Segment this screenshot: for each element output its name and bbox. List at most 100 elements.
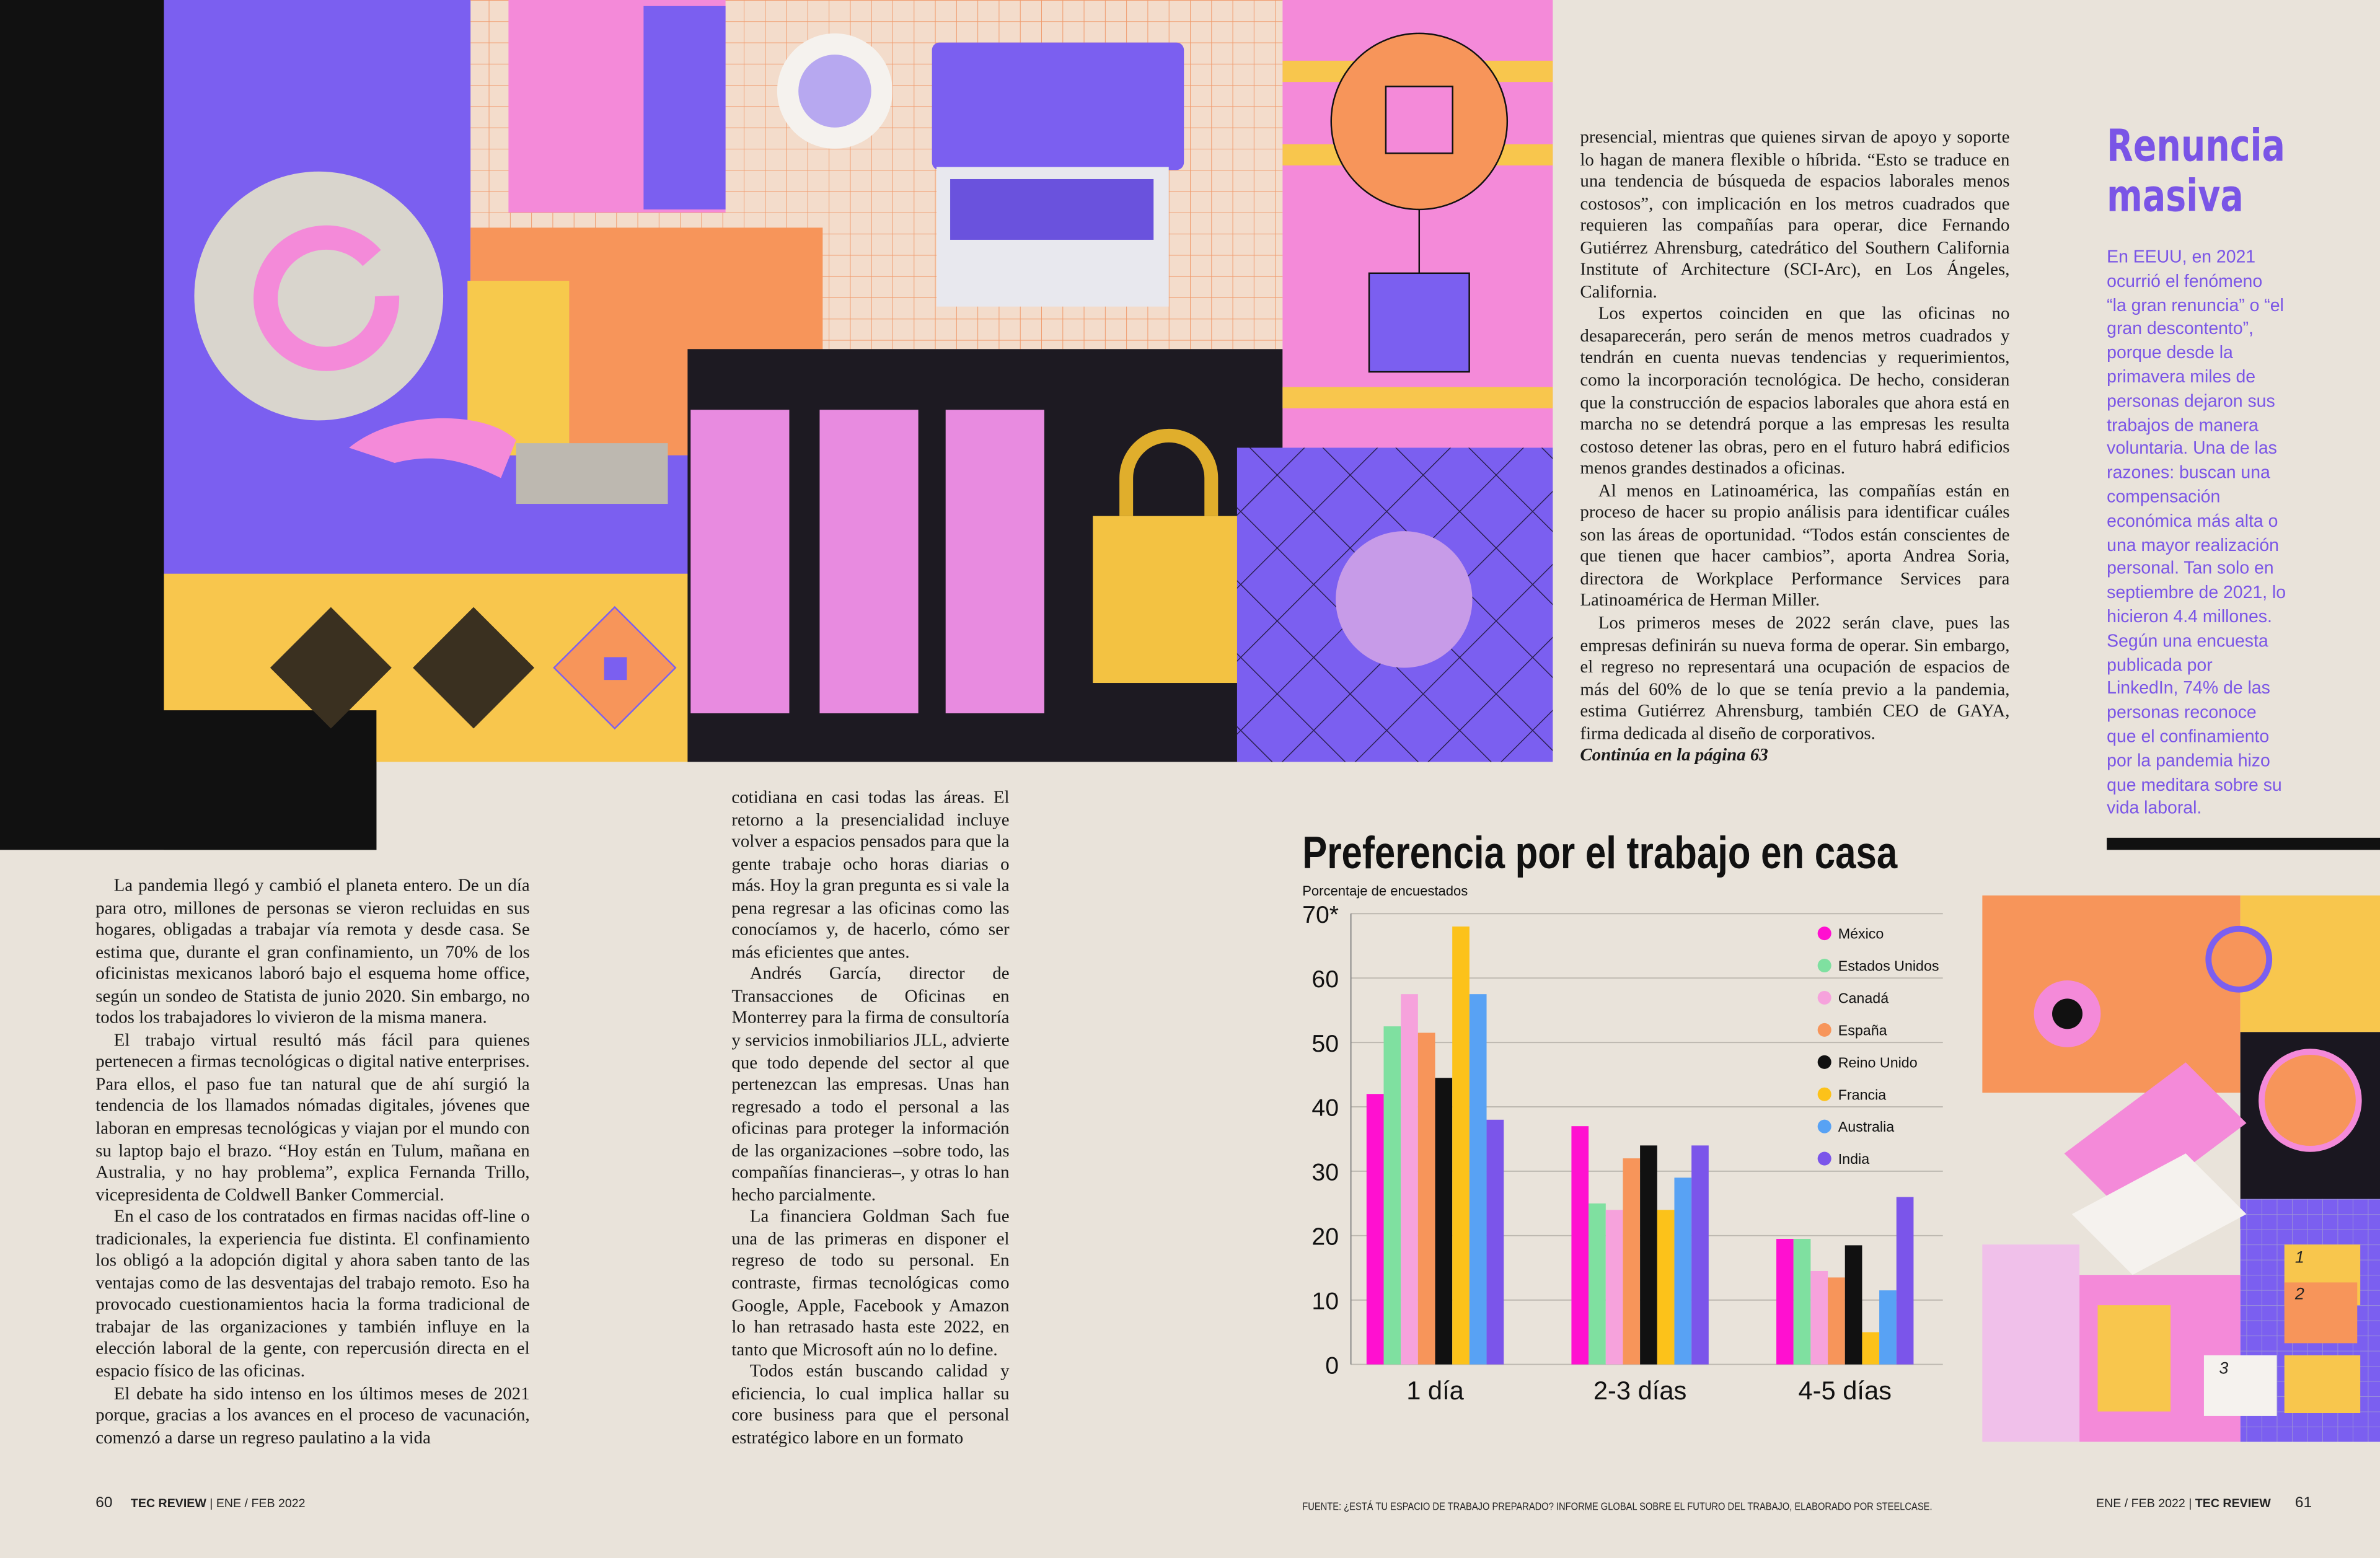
illustration-shape: [349, 418, 516, 478]
illustration-shape: [2203, 1355, 2277, 1416]
illustration-shape: [690, 410, 790, 714]
legend-label: Canadá: [1838, 990, 1889, 1006]
legend-marker: [1817, 1055, 1831, 1069]
bar: [1896, 1197, 1914, 1365]
footer-right: ENE / FEB 2022 | TEC REVIEW 61: [2096, 1495, 2312, 1512]
illustration-shape: [2052, 998, 2083, 1029]
y-tick-label: 30: [1311, 1160, 1339, 1186]
bar: [1435, 1078, 1453, 1365]
source-note: FUENTE: ¿ESTÁ TU ESPACIO DE TRABAJO PREP…: [1302, 1500, 1932, 1513]
bar: [1605, 1210, 1623, 1365]
illustration-label: 1: [2295, 1248, 2304, 1267]
illustration-shape: [2071, 1153, 2247, 1275]
legend-marker: [1817, 1119, 1831, 1133]
legend-label: India: [1838, 1151, 1869, 1167]
chart-title: Preferencia por el trabajo en casa: [1302, 827, 1898, 878]
illustration-shape: [1336, 531, 1473, 668]
illustration-shape: [1282, 387, 1553, 408]
illustration-shape: [1982, 1244, 2080, 1442]
illustration-shape: [2284, 1282, 2358, 1344]
legend-marker: [1817, 990, 1831, 1005]
bar: [1776, 1239, 1794, 1365]
brand: TEC REVIEW: [130, 1496, 206, 1510]
illustration-shape: [270, 607, 392, 729]
illustration-shape: [819, 410, 919, 714]
illustration-shape: [164, 710, 377, 850]
y-tick-label: 40: [1311, 1095, 1339, 1122]
illustration-shape: [798, 55, 871, 128]
bar: [1862, 1332, 1880, 1365]
page-number: 61: [2294, 1495, 2312, 1512]
paragraph: Andrés García, director de Transacciones…: [731, 962, 1010, 1205]
bar: [1452, 926, 1470, 1365]
illustration-shape: [2259, 1049, 2362, 1152]
x-tick-label: 4-5 días: [1799, 1376, 1892, 1405]
legend-marker: [1817, 1023, 1831, 1037]
brand: TEC REVIEW: [2195, 1496, 2271, 1510]
illustration-shape: [643, 6, 726, 209]
illustration-label: 2: [2294, 1284, 2304, 1303]
bar: [1469, 994, 1487, 1365]
illustration-shape: [604, 657, 627, 680]
bar: [1674, 1177, 1692, 1365]
paragraph: Los expertos coinciden en que las oficin…: [1580, 302, 2010, 478]
legend-marker: [1817, 1151, 1831, 1166]
paragraph: El debate ha sido intenso en los últimos…: [95, 1381, 530, 1448]
text-column: cotidiana en casi todas las áreas. El re…: [731, 786, 1009, 1449]
paragraph: En el caso de los contratados en firmas …: [95, 1205, 530, 1381]
illustration-shape: [1119, 428, 1219, 516]
illustration-shape: [950, 178, 1154, 240]
y-axis-label: Porcentaje de encuestados: [1302, 883, 1468, 899]
legend-label: Francia: [1838, 1086, 1887, 1102]
legend-label: México: [1838, 926, 1884, 942]
paragraph: El trabajo virtual resultó más fácil par…: [95, 1028, 530, 1205]
illustration-shape: [945, 410, 1044, 714]
issue-date: ENE / FEB 2022: [216, 1496, 306, 1510]
sidebar-title: Renuncia masiva: [2107, 120, 2285, 222]
legend-marker: [1817, 959, 1831, 973]
sidebar-rule: [2107, 837, 2380, 850]
illustration-shape: [1368, 272, 1470, 373]
bar: [1366, 1094, 1384, 1365]
illustration-shape: [1385, 86, 1453, 154]
footer-left: 60 TEC REVIEW | ENE / FEB 2022: [95, 1495, 306, 1512]
text-column: La pandemia llegó y cambió el planeta en…: [95, 874, 529, 1448]
sidebar-body: En EEUU, en 2021 ocurrió el fenómeno “la…: [2107, 247, 2286, 819]
paragraph: La pandemia llegó y cambió el planeta en…: [95, 874, 530, 1028]
illustration-shape: [516, 443, 668, 504]
bar: [1589, 1203, 1606, 1365]
illustration-shape: [1093, 516, 1245, 684]
illustration-shape: [2097, 1305, 2171, 1412]
illustration-shape: [2064, 1062, 2247, 1215]
illustration-shape: [2205, 925, 2273, 993]
text-column: presencial, mientras que quienes sirvan …: [1580, 126, 2009, 766]
sidebar-title-box: Renuncia masiva: [2107, 121, 2350, 222]
paragraph: presencial, mientras que quienes sirvan …: [1580, 126, 2010, 302]
y-tick-label: 0: [1325, 1352, 1339, 1379]
paragraph: Todos están buscando calidad y eficienci…: [731, 1360, 1010, 1448]
bar: [1623, 1158, 1641, 1365]
bar: [1417, 1032, 1435, 1365]
y-tick-label: 50: [1311, 1031, 1339, 1057]
paragraph: cotidiana en casi todas las áreas. El re…: [731, 786, 1010, 962]
legend-marker: [1817, 926, 1831, 941]
page-number: 60: [95, 1495, 113, 1512]
bar: [1691, 1145, 1709, 1365]
x-tick-label: 1 día: [1406, 1376, 1464, 1405]
y-tick-label: 60: [1311, 966, 1339, 993]
continued-note: Continúa en la página 63: [1580, 744, 1768, 766]
paragraph: Los primeros meses de 2022 serán clave, …: [1580, 612, 2010, 744]
bar: [1383, 1026, 1401, 1365]
bar: [1571, 1126, 1589, 1365]
bar: [1401, 994, 1418, 1365]
bar: [1879, 1290, 1897, 1365]
illustration-shape: [194, 171, 444, 421]
paragraph: La financiera Goldman Sach fue una de la…: [731, 1205, 1010, 1360]
bar: [1657, 1210, 1675, 1365]
issue-date: ENE / FEB 2022: [2096, 1496, 2185, 1510]
bar: [1793, 1239, 1811, 1365]
illustration-label: 3: [2219, 1358, 2228, 1377]
